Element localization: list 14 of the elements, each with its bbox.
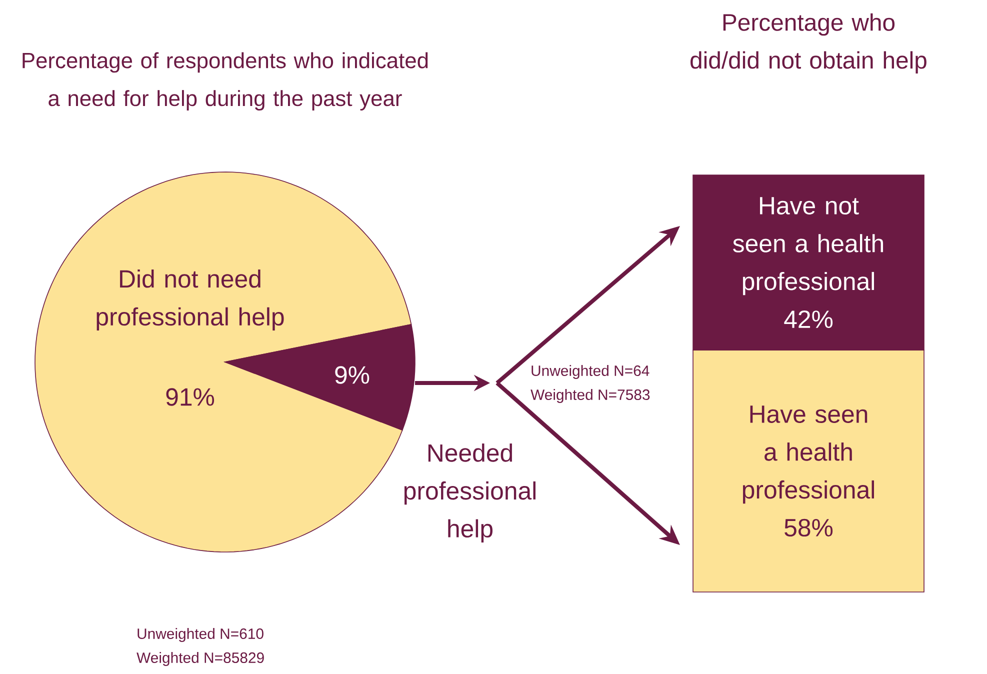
data-label: 42% bbox=[784, 310, 833, 328]
series-label: Have seen a health professional bbox=[742, 406, 874, 504]
slice-label: Needed professional help bbox=[404, 444, 536, 542]
data-label: 91% bbox=[166, 388, 214, 406]
text: Unweighted N=64 bbox=[532, 365, 650, 379]
text: Weighted N=7583 bbox=[530, 389, 650, 403]
chart-title: Percentage who did/did not obtain help bbox=[690, 13, 926, 74]
text: Unweighted N=610 bbox=[138, 628, 264, 642]
data-label: 58% bbox=[784, 518, 833, 537]
slice-label: Did not need professional help bbox=[96, 269, 284, 331]
chart-title: Percentage of respondents who indicated a need for help during the past year bbox=[22, 52, 428, 110]
text: Weighted N=85829 bbox=[136, 652, 264, 666]
data-label: 9% bbox=[335, 366, 370, 384]
series-label: Have not seen a health professional bbox=[733, 197, 884, 296]
